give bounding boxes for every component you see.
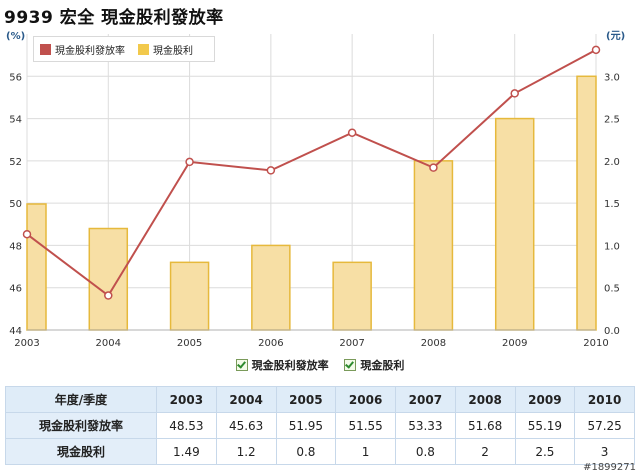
y-tick-label-left: 46 xyxy=(9,284,22,295)
table-cell: 51.68 xyxy=(454,412,516,439)
table-cell: 1.49 xyxy=(156,438,217,465)
table-cell: 45.63 xyxy=(215,412,277,439)
table-cell: 2 xyxy=(454,438,516,465)
legend-item-payout[interactable]: 現金股利發放率 xyxy=(40,42,125,57)
y-tick-label-left: 52 xyxy=(9,157,22,168)
dual-axis-chart: 44 46 48 50 52 54 56 0.0 0.5 1.0 1.5 2.0 2.5 3.0 2003 2… xyxy=(6,30,625,349)
line-point xyxy=(510,89,519,98)
legend-swatch-dividend xyxy=(138,44,149,55)
y-tick-label-left: 54 xyxy=(9,115,22,126)
bar xyxy=(251,244,291,331)
bar xyxy=(169,261,210,331)
checkbox-payout[interactable] xyxy=(235,359,248,371)
chart-title: 9939 宏全 現金股利發放率 xyxy=(4,8,224,28)
table-cell: 53.33 xyxy=(395,412,456,439)
table-cell: 0.8 xyxy=(275,438,337,465)
table-cell: 51.95 xyxy=(275,412,337,439)
y-tick-label-right: 0.5 xyxy=(604,284,620,295)
bar xyxy=(576,75,597,331)
table-header-label: 年度/季度 xyxy=(5,386,157,413)
y-axis-unit-right: (元) xyxy=(606,30,625,42)
line-point xyxy=(429,163,438,172)
bar xyxy=(332,261,372,331)
toggle-dividend-label: 現金股利 xyxy=(360,359,405,372)
table-header-year: 2010 xyxy=(574,386,635,413)
checkbox-dividend[interactable] xyxy=(344,359,357,371)
data-table: 年度/季度 2003 2004 2005 2006 2007 2008 2009 2010 現… xyxy=(5,386,635,465)
line-point xyxy=(22,229,32,239)
table-header-year: 2007 xyxy=(395,386,456,413)
y-tick-label-left: 56 xyxy=(9,72,22,83)
y-tick-label-right: 1.5 xyxy=(604,199,620,210)
x-tick-label: 2005 xyxy=(177,338,202,349)
table-cell: 2.5 xyxy=(514,438,576,465)
table-row-label: 現金股利 xyxy=(5,438,157,465)
bar-series xyxy=(26,75,597,331)
table-cell: 3 xyxy=(574,438,635,465)
toggle-payout[interactable]: 現金股利發放率 xyxy=(235,357,329,373)
table-cell: 48.53 xyxy=(156,412,217,439)
table-header-year: 2005 xyxy=(275,386,337,413)
table-header-year: 2004 xyxy=(215,386,277,413)
table-row: 現金股利 1.49 1.2 0.8 1 0.8 2 2.5 3 xyxy=(5,438,635,465)
bar xyxy=(494,117,535,331)
legend-label-dividend: 現金股利 xyxy=(153,46,193,57)
x-tick-label: 2010 xyxy=(583,338,608,349)
line-point xyxy=(266,166,276,175)
table-cell: 55.19 xyxy=(514,412,576,439)
toggle-payout-label: 現金股利發放率 xyxy=(251,359,329,372)
y-tick-label-left: 44 xyxy=(9,326,22,337)
x-tick-label: 2003 xyxy=(14,338,39,349)
table-header-row: 年度/季度 2003 2004 2005 2006 2007 2008 2009 2010 xyxy=(5,386,635,413)
bar xyxy=(26,203,47,331)
toggle-dividend[interactable]: 現金股利 xyxy=(344,357,404,373)
table-cell: 1.2 xyxy=(215,438,277,465)
table-body: 現金股利發放率 48.53 45.63 51.95 51.55 53.33 51.68 55.… xyxy=(5,412,635,465)
chart-legend: 現金股利發放率 現金股利 xyxy=(33,36,215,62)
bar xyxy=(88,227,129,331)
line-point xyxy=(591,45,601,55)
y-tick-label-right: 2.0 xyxy=(604,157,620,168)
table-row: 現金股利發放率 48.53 45.63 51.95 51.55 53.33 51.68 55.… xyxy=(5,412,635,439)
table-header-year: 2006 xyxy=(335,386,396,413)
line-point xyxy=(347,128,357,137)
legend-item-dividend[interactable]: 現金股利 xyxy=(138,42,193,57)
y-tick-label-right: 0.0 xyxy=(604,326,620,337)
legend-swatch-payout xyxy=(40,44,51,55)
x-tick-label: 2009 xyxy=(502,338,527,349)
table-cell: 0.8 xyxy=(395,438,456,465)
table-row-label: 現金股利發放率 xyxy=(5,412,157,439)
table-header-year: 2003 xyxy=(156,386,217,413)
table-header-year: 2008 xyxy=(454,386,516,413)
table-header-year: 2009 xyxy=(514,386,576,413)
line-point xyxy=(185,157,194,167)
line-series xyxy=(22,45,601,300)
y-tick-label-right: 3.0 xyxy=(604,72,620,83)
legend-label-payout: 現金股利發放率 xyxy=(55,46,125,57)
x-tick-label: 2006 xyxy=(258,338,283,349)
line-point xyxy=(104,291,113,300)
line-path xyxy=(26,48,597,298)
x-tick-label: 2008 xyxy=(421,338,446,349)
watermark-text: #1899271 xyxy=(583,462,636,473)
y-tick-label-right: 2.5 xyxy=(604,115,620,126)
axes: 44 46 48 50 52 54 56 0.0 0.5 1.0 1.5 2.0 2.5 3.0 2003 2… xyxy=(6,30,625,349)
y-axis-unit-left: (%) xyxy=(6,31,25,42)
table-cell: 57.25 xyxy=(574,412,635,439)
x-tick-label: 2007 xyxy=(339,338,364,349)
y-tick-label-right: 1.0 xyxy=(604,241,620,252)
table-cell: 51.55 xyxy=(335,412,396,439)
x-tick-label: 2004 xyxy=(96,338,121,349)
y-tick-label-left: 48 xyxy=(9,241,22,252)
bar xyxy=(413,160,454,331)
y-tick-label-left: 50 xyxy=(9,199,22,210)
table-cell: 1 xyxy=(335,438,396,465)
series-toggles: 現金股利發放率 現金股利 xyxy=(0,357,640,374)
